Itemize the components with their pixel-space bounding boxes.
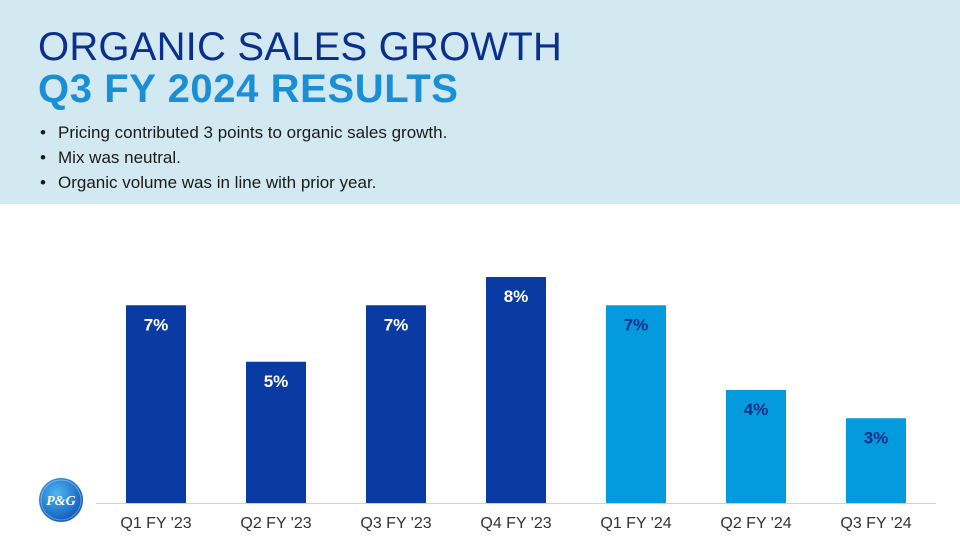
bullet-text: Mix was neutral. <box>58 148 181 167</box>
bullet-dot-icon: • <box>40 123 46 142</box>
logo-text: P&G <box>46 494 76 509</box>
bullet-text: Organic volume was in line with prior ye… <box>58 173 377 192</box>
bar-data-label: 4% <box>744 400 769 419</box>
bar-data-label: 8% <box>504 287 529 306</box>
x-tick-label: Q1 FY '23 <box>120 515 191 532</box>
pg-logo-icon: P&G <box>39 478 83 522</box>
bullet-text: Pricing contributed 3 points to organic … <box>58 123 448 142</box>
bar-data-label: 3% <box>864 428 889 447</box>
bar <box>726 390 786 503</box>
bullet-item: • Organic volume was in line with prior y… <box>40 170 447 195</box>
bullet-item: • Pricing contributed 3 points to organic… <box>40 120 447 145</box>
x-tick-label: Q4 FY '23 <box>480 515 551 532</box>
bullet-list: • Pricing contributed 3 points to organic… <box>40 120 447 195</box>
organic-sales-bar-chart: 7% Q1 FY '23 5% Q2 FY '23 7% Q3 FY '23 8% Q4 FY… <box>96 277 936 532</box>
bar <box>366 305 426 503</box>
bar-data-label: 5% <box>264 372 289 391</box>
bar-data-label: 7% <box>144 315 169 334</box>
x-tick-label: Q3 FY '23 <box>360 515 431 532</box>
page-title: ORGANIC SALES GROWTH <box>38 25 563 69</box>
bullet-dot-icon: • <box>40 173 46 192</box>
bar <box>486 277 546 503</box>
header-panel: ORGANIC SALES GROWTH Q3 FY 2024 RESULTS … <box>0 0 960 204</box>
bar-data-label: 7% <box>384 315 409 334</box>
bar <box>246 361 306 503</box>
bar <box>846 418 906 503</box>
bullet-item: • Mix was neutral. <box>40 145 447 170</box>
bar <box>126 305 186 503</box>
bar-data-label: 7% <box>624 315 649 334</box>
x-tick-label: Q3 FY '24 <box>840 515 911 532</box>
x-tick-label: Q2 FY '24 <box>720 515 791 532</box>
bullet-dot-icon: • <box>40 148 46 167</box>
page-subtitle: Q3 FY 2024 RESULTS <box>38 67 459 111</box>
x-tick-label: Q1 FY '24 <box>600 515 671 532</box>
x-tick-label: Q2 FY '23 <box>240 515 311 532</box>
bar <box>606 305 666 503</box>
